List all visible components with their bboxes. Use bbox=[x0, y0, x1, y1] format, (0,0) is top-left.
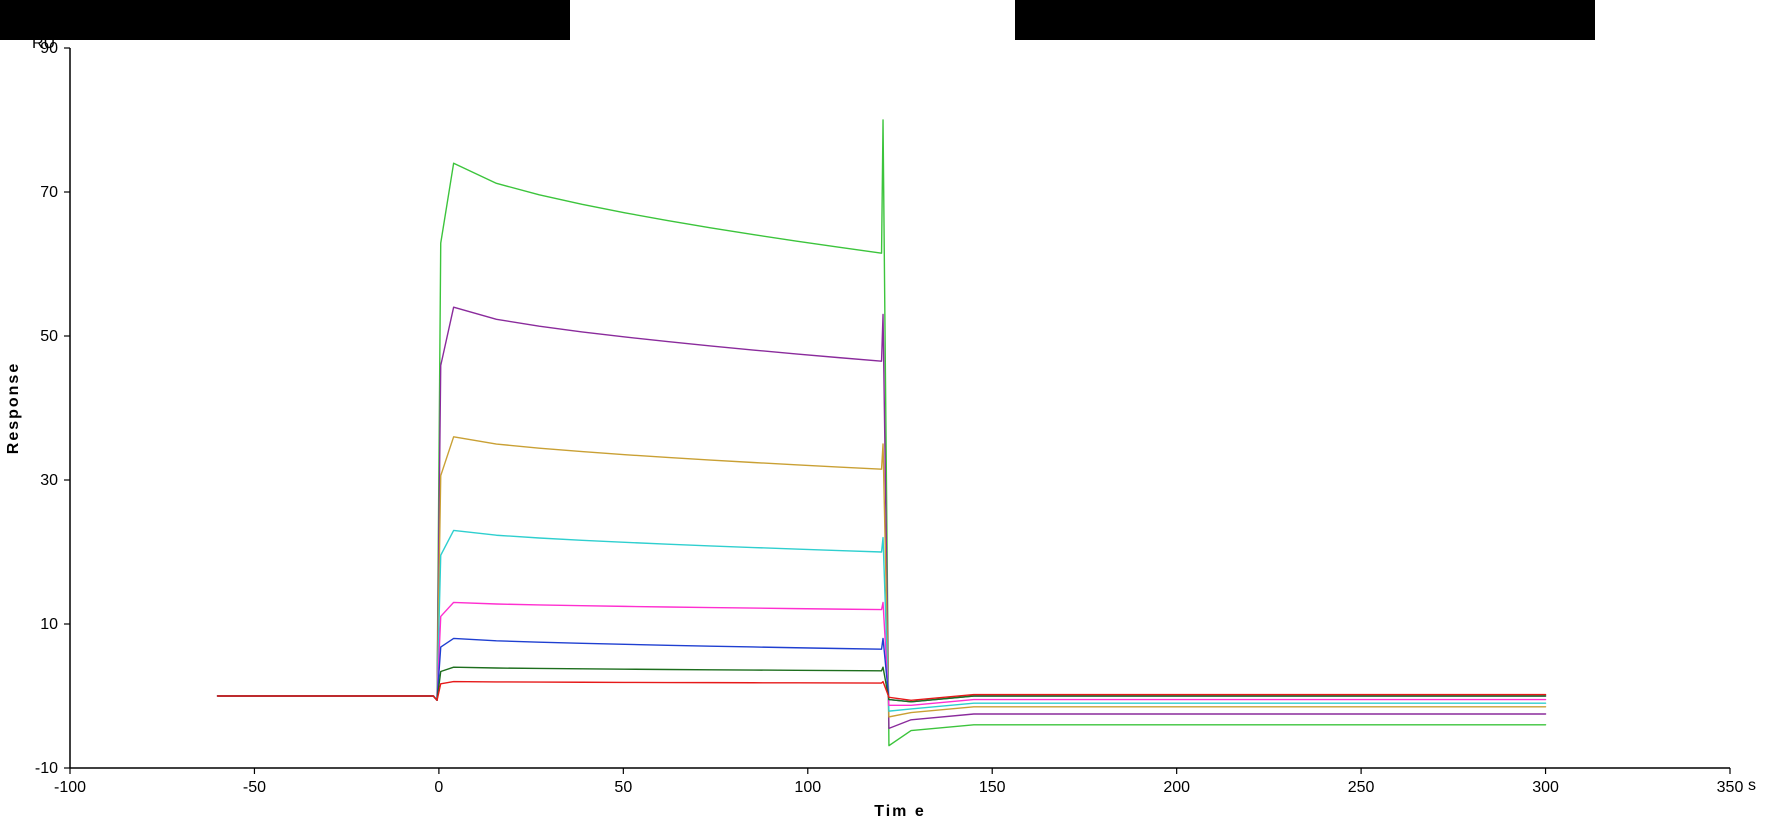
y-tick-label: 50 bbox=[40, 328, 58, 345]
trace-series-magenta bbox=[218, 602, 1546, 705]
x-tick-label: 250 bbox=[1348, 779, 1375, 796]
trace-series-gold bbox=[218, 437, 1546, 717]
x-tick-label: 350 bbox=[1717, 779, 1744, 796]
redaction-bar-left bbox=[0, 0, 570, 40]
trace-series-green-high bbox=[218, 120, 1546, 746]
x-tick-label: 300 bbox=[1532, 779, 1559, 796]
y-unit-label: RU bbox=[32, 40, 55, 52]
y-tick-label: 30 bbox=[40, 472, 58, 489]
x-tick-label: 100 bbox=[794, 779, 821, 796]
redaction-bar-right bbox=[1015, 0, 1595, 40]
x-unit-label: s bbox=[1748, 777, 1756, 794]
sensorgram-chart: -100-50050100150200250300350-10103050709… bbox=[0, 40, 1775, 835]
x-axis-title: Tim e bbox=[874, 803, 926, 820]
trace-series-purple bbox=[218, 307, 1546, 728]
chart-svg: -100-50050100150200250300350-10103050709… bbox=[0, 40, 1775, 835]
trace-series-cyan bbox=[218, 530, 1546, 711]
x-tick-label: 0 bbox=[434, 779, 443, 796]
y-tick-label: 70 bbox=[40, 184, 58, 201]
redaction-bar-container bbox=[0, 0, 1775, 40]
x-tick-label: 50 bbox=[614, 779, 632, 796]
x-tick-label: -100 bbox=[54, 779, 86, 796]
traces-group bbox=[218, 120, 1546, 746]
x-tick-label: 200 bbox=[1163, 779, 1190, 796]
x-tick-label: 150 bbox=[979, 779, 1006, 796]
trace-series-red bbox=[218, 682, 1546, 701]
x-tick-label: -50 bbox=[243, 779, 266, 796]
y-tick-label: -10 bbox=[35, 760, 58, 777]
y-axis-title: Response bbox=[5, 362, 22, 454]
y-tick-label: 10 bbox=[40, 616, 58, 633]
